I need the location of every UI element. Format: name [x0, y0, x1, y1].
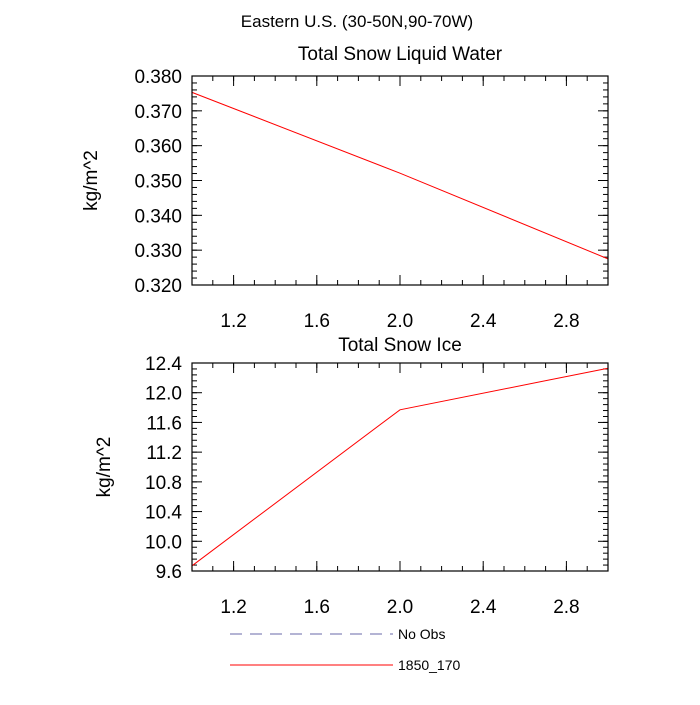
figure-title: Eastern U.S. (30-50N,90-70W): [241, 12, 473, 31]
panel-2-xtick-label: 2.8: [553, 597, 579, 618]
panel-2-xtick-label: 1.6: [304, 597, 330, 618]
panel-1-xtick-label: 2.4: [470, 311, 497, 332]
panel-1-ytick-label: 0.340: [134, 206, 182, 227]
panel-2-ylabel: kg/m^2: [94, 437, 115, 498]
panel-2-ytick-label: 10.0: [145, 532, 182, 553]
panel-2-xtick-label: 2.0: [387, 597, 413, 618]
panel-1-xtick-label: 2.8: [553, 311, 579, 332]
panel-1-xtick-label: 1.6: [304, 311, 330, 332]
panel-2-series-line: [191, 367, 609, 567]
panel-1-ytick-label: 0.350: [134, 172, 182, 193]
panel-2-ytick-label: 10.8: [145, 473, 182, 494]
panel-1-ytick-label: 0.380: [134, 67, 182, 88]
panel-2-ytick-label: 12.4: [145, 354, 182, 375]
panel-1-title: Total Snow Liquid Water: [298, 44, 503, 65]
panel-2-frame: [191, 362, 609, 572]
panel-1-frame: [191, 75, 609, 286]
panel-1-ytick-label: 0.360: [134, 137, 182, 158]
panel-1-series-line: [191, 91, 609, 260]
legend-label-1: No Obs: [398, 626, 445, 642]
panel-2-xtick-label: 2.4: [470, 597, 497, 618]
panel-2-xtick-label: 1.2: [220, 597, 246, 618]
panel-1-ytick-label: 0.320: [134, 276, 182, 297]
panel-1-ytick-label: 0.330: [134, 241, 182, 262]
legend-label-2: 1850_170: [398, 657, 461, 673]
panel-2-ytick-label: 12.0: [145, 384, 182, 405]
panel-1-xtick-label: 2.0: [387, 311, 413, 332]
panel-2-ytick-label: 11.2: [146, 443, 182, 464]
panel-2-ytick-label: 10.4: [145, 503, 182, 524]
panel-1-ytick-label: 0.370: [134, 102, 182, 123]
panel-2-ytick-label: 9.6: [156, 562, 182, 583]
panel-2-title: Total Snow Ice: [338, 335, 462, 356]
panel-2-ytick-label: 11.6: [146, 413, 182, 434]
panel-1-xtick-label: 1.2: [220, 311, 246, 332]
panel-1-ylabel: kg/m^2: [81, 150, 102, 211]
